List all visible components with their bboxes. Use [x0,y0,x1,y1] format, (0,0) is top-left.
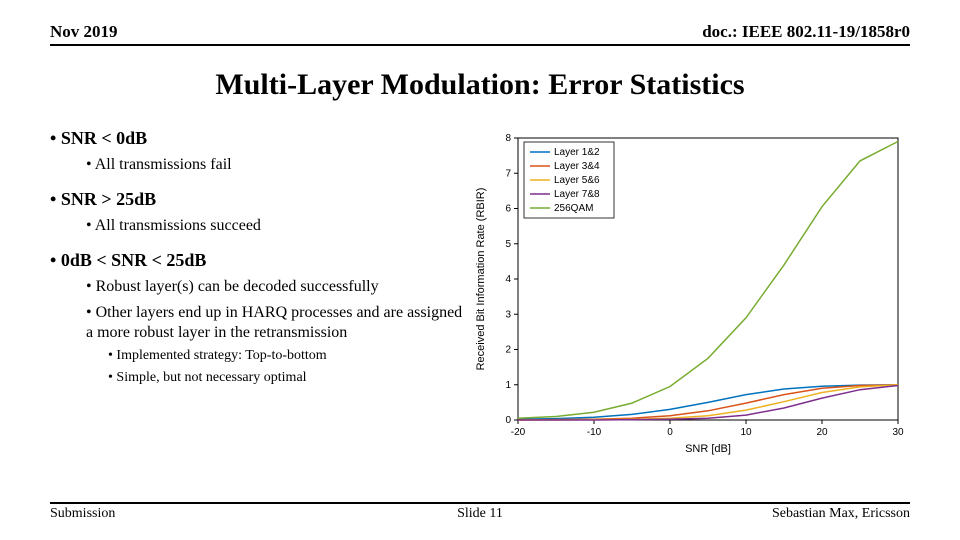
svg-text:0: 0 [667,427,673,438]
svg-text:3: 3 [505,309,511,320]
chart-container: -20 -10 0 10 20 30 0 1 2 3 4 5 6 7 8 SNR [dB] Received B… [470,128,910,458]
bullet-1: SNR < 0dB [50,128,147,148]
svg-text:30: 30 [892,427,904,438]
rbir-chart: -20 -10 0 10 20 30 0 1 2 3 4 5 6 7 8 SNR [dB] Received B… [470,128,910,458]
footer-right: Sebastian Max, Ericsson [772,506,910,522]
header: Nov 2019 doc.: IEEE 802.11-19/1858r0 [50,22,910,46]
svg-text:2: 2 [505,345,511,356]
svg-text:0: 0 [505,415,511,426]
bullet-3-2-b: Simple, but not necessary optimal [108,369,470,387]
bullet-3: 0dB < SNR < 25dB [50,250,206,270]
page-title: Multi-Layer Modulation: Error Statistics [50,68,910,102]
bullet-3-1: Robust layer(s) can be decoded successfu… [86,277,470,297]
svg-text:5: 5 [505,239,511,250]
svg-text:-20: -20 [511,427,526,438]
footer-left: Submission [50,506,115,522]
bullet-2: SNR > 25dB [50,189,156,209]
footer: Submission Slide 11 Sebastian Max, Erics… [50,502,910,522]
svg-text:10: 10 [740,427,752,438]
header-date: Nov 2019 [50,22,118,42]
svg-text:Layer 3&4: Layer 3&4 [554,161,600,172]
svg-text:Received Bit Information Rate: Received Bit Information Rate (RBIR) [475,188,487,371]
bullet-3-2: Other layers end up in HARQ processes an… [86,303,470,386]
svg-text:Layer 7&8: Layer 7&8 [554,189,600,200]
svg-text:256QAM: 256QAM [554,203,593,214]
svg-text:1: 1 [505,380,511,391]
svg-text:Layer 5&6: Layer 5&6 [554,175,600,186]
svg-text:SNR [dB]: SNR [dB] [685,443,731,455]
slide: Nov 2019 doc.: IEEE 802.11-19/1858r0 Mul… [0,0,960,540]
bullet-3-2-a: Implemented strategy: Top-to-bottom [108,347,470,365]
svg-text:-10: -10 [587,427,602,438]
svg-text:Layer 1&2: Layer 1&2 [554,147,600,158]
header-doc: doc.: IEEE 802.11-19/1858r0 [702,22,910,42]
bullet-2-1: All transmissions succeed [86,216,470,236]
body: SNR < 0dB All transmissions fail SNR > 2… [50,128,910,458]
svg-text:6: 6 [505,204,511,215]
svg-text:7: 7 [505,168,511,179]
bullets-column: SNR < 0dB All transmissions fail SNR > 2… [50,128,470,458]
svg-text:4: 4 [505,274,511,285]
bullet-1-1: All transmissions fail [86,155,470,175]
svg-text:8: 8 [505,133,511,144]
svg-text:20: 20 [816,427,828,438]
